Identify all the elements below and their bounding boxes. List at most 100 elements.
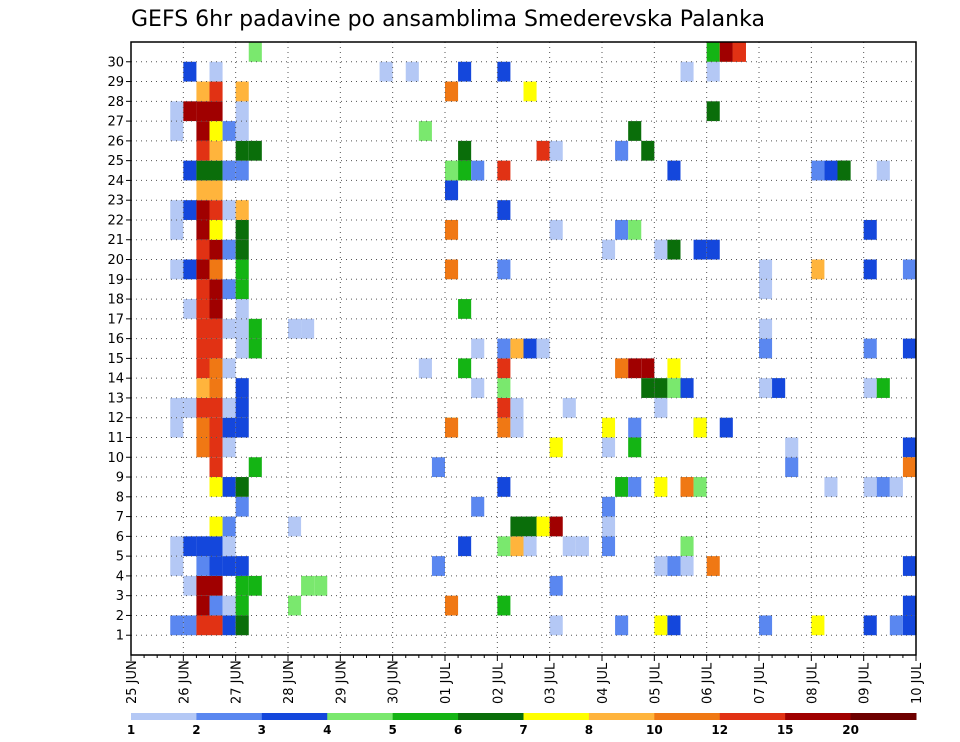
cell-member-29-day-1-h12 <box>209 61 223 82</box>
cell-member-20-day-2-h0 <box>235 239 249 260</box>
cell-member-14-day-7-h0 <box>497 358 511 379</box>
cell-member-1-day-12-h0 <box>759 615 773 636</box>
cell-member-26-day-5-h12 <box>418 121 432 141</box>
cell-member-16-day-2-h6 <box>248 318 262 339</box>
cell-member-15-day-7-h0 <box>497 338 511 359</box>
cell-member-26-day-1-h6 <box>196 121 210 141</box>
cell-member-16-day-1-h18 <box>222 318 236 339</box>
y-tick-label: 14 <box>107 372 124 387</box>
cell-member-2-day-6-h0 <box>445 595 459 616</box>
cell-member-13-day-12-h6 <box>772 378 786 398</box>
cell-member-6-day-7-h12 <box>523 516 537 537</box>
cell-member-19-day-12-h0 <box>759 259 773 280</box>
colorbar-label: 4 <box>323 723 331 737</box>
cell-member-19-day-0-h18 <box>170 259 184 280</box>
cell-member-8-day-14-h6 <box>876 477 890 497</box>
cell-member-23-day-6-h0 <box>445 180 459 201</box>
cell-member-13-day-9-h18 <box>641 378 655 398</box>
cell-member-24-day-10-h6 <box>667 160 681 181</box>
x-tick-label: 06 JUL <box>701 662 716 704</box>
cell-member-16-day-1-h6 <box>196 318 210 339</box>
y-tick-label: 4 <box>116 569 124 584</box>
y-tick-label: 3 <box>116 589 124 604</box>
colorbar-label: 6 <box>454 723 462 737</box>
cell-member-20-day-9-h0 <box>602 239 616 260</box>
cell-member-20-day-1-h12 <box>209 239 223 260</box>
y-tick-label: 24 <box>107 174 124 189</box>
cell-member-29-day-1-h0 <box>183 61 197 82</box>
cell-member-12-day-2-h0 <box>235 397 249 418</box>
cell-member-1-day-14-h18 <box>902 615 916 636</box>
cell-member-1-day-13-h0 <box>811 615 825 636</box>
cell-member-6-day-9-h0 <box>602 516 616 537</box>
x-tick-label: 26 JUN <box>177 660 192 704</box>
y-tick-label: 28 <box>107 95 124 110</box>
y-tick-label: 26 <box>107 134 124 149</box>
y-tick-label: 27 <box>107 115 124 130</box>
cell-member-24-day-1-h12 <box>209 160 223 181</box>
cell-member-11-day-7-h0 <box>497 417 511 438</box>
cell-member-5-day-10-h12 <box>680 536 694 557</box>
cell-member-30-day-11-h12 <box>732 42 746 62</box>
cell-member-2-day-3-h0 <box>288 595 302 616</box>
cell-member-20-day-11-h0 <box>706 239 720 260</box>
cell-member-14-day-9-h12 <box>628 358 642 379</box>
cell-member-16-day-3-h6 <box>301 318 315 339</box>
cell-member-15-day-7-h12 <box>523 338 537 359</box>
cell-member-8-day-1-h12 <box>209 477 223 497</box>
cell-member-21-day-1-h12 <box>209 219 223 240</box>
cell-member-15-day-7-h18 <box>536 338 550 359</box>
cell-member-15-day-2-h0 <box>235 338 249 359</box>
cell-member-13-day-1-h6 <box>196 378 210 398</box>
cell-member-15-day-12-h0 <box>759 338 773 359</box>
cell-member-1-day-1-h0 <box>183 615 197 636</box>
colorbar-label: 8 <box>585 723 593 737</box>
y-tick-label: 20 <box>107 253 124 268</box>
cell-member-12-day-1-h6 <box>196 397 210 418</box>
cell-member-11-day-2-h0 <box>235 417 249 438</box>
cell-member-13-day-6-h12 <box>471 378 485 398</box>
cell-member-1-day-0-h18 <box>170 615 184 636</box>
cell-member-4-day-11-h0 <box>706 556 720 576</box>
cell-member-13-day-14-h0 <box>863 378 877 398</box>
x-tick-label: 03 JUL <box>544 662 559 704</box>
y-tick-label: 15 <box>107 352 124 367</box>
cell-member-6-day-7-h6 <box>510 516 524 537</box>
x-tick-label: 10 JUL <box>910 662 925 704</box>
grid-lines <box>131 42 916 655</box>
cell-member-5-day-1-h6 <box>196 536 210 557</box>
cell-member-3-day-1-h12 <box>209 575 223 596</box>
cell-member-15-day-7-h6 <box>510 338 524 359</box>
cell-member-4-day-10-h0 <box>654 556 668 576</box>
cell-member-3-day-2-h6 <box>248 575 262 596</box>
cell-member-8-day-13-h6 <box>824 477 838 497</box>
cell-member-5-day-8-h12 <box>575 536 589 557</box>
cell-member-29-day-6-h6 <box>458 61 472 82</box>
cell-member-11-day-9-h12 <box>628 417 642 438</box>
chart-title: GEFS 6hr padavine po ansamblima Smederev… <box>131 7 765 32</box>
cell-member-13-day-7-h0 <box>497 378 511 398</box>
cell-member-2-day-1-h12 <box>209 595 223 616</box>
y-tick-label: 30 <box>107 55 124 70</box>
cell-member-17-day-1-h12 <box>209 299 223 319</box>
cell-member-6-day-3-h0 <box>288 516 302 537</box>
x-axis: 25 JUN 26 JUN 27 JUN 28 JUN 29 JUN 30 JUN 01 J… <box>125 655 925 704</box>
cell-member-12-day-8-h6 <box>562 397 576 418</box>
cell-member-4-day-0-h18 <box>170 556 184 576</box>
cell-member-21-day-14-h0 <box>863 219 877 240</box>
cell-member-14-day-1-h12 <box>209 358 223 379</box>
cell-member-8-day-2-h0 <box>235 477 249 497</box>
cell-member-16-day-1-h12 <box>209 318 223 339</box>
cell-member-29-day-11-h0 <box>706 61 720 82</box>
cell-member-21-day-8-h0 <box>549 219 563 240</box>
cell-member-29-day-7-h0 <box>497 61 511 82</box>
x-tick-label: 05 JUL <box>648 662 663 704</box>
cell-member-8-day-14-h12 <box>889 477 903 497</box>
cell-member-10-day-9-h0 <box>602 437 616 458</box>
cell-member-8-day-10-h18 <box>693 477 707 497</box>
cell-member-24-day-1-h6 <box>196 160 210 181</box>
colorbar-swatch <box>392 713 459 720</box>
cell-member-19-day-14-h18 <box>902 259 916 280</box>
cell-member-26-day-1-h18 <box>222 121 236 141</box>
cell-member-17-day-6-h6 <box>458 299 472 319</box>
